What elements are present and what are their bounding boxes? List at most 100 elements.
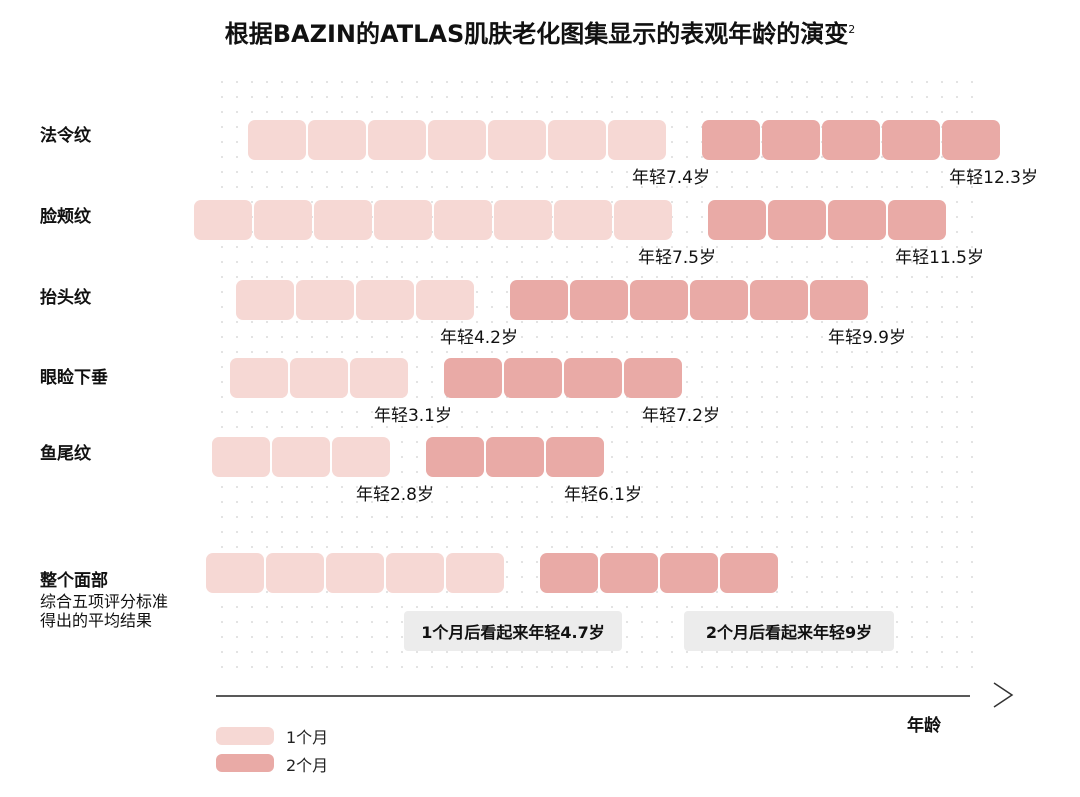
bar-segment-one-month xyxy=(356,280,414,320)
grid-dot xyxy=(791,381,793,383)
grid-dot xyxy=(641,486,643,488)
grid-dot xyxy=(716,426,718,428)
bar-segment-one-month xyxy=(248,120,306,160)
grid-dot xyxy=(731,441,733,443)
grid-dot xyxy=(356,651,358,653)
grid-dot xyxy=(941,471,943,473)
grid-dot xyxy=(866,261,868,263)
grid-dot xyxy=(641,456,643,458)
grid-dot xyxy=(671,111,673,113)
grid-dot xyxy=(416,186,418,188)
grid-dot xyxy=(446,351,448,353)
grid-dot xyxy=(716,396,718,398)
grid-dot xyxy=(626,186,628,188)
grid-dot xyxy=(641,171,643,173)
grid-dot xyxy=(521,501,523,503)
grid-dot xyxy=(911,396,913,398)
grid-dot xyxy=(971,291,973,293)
grid-dot xyxy=(281,426,283,428)
grid-dot xyxy=(941,546,943,548)
grid-dot xyxy=(926,486,928,488)
grid-dot xyxy=(656,531,658,533)
grid-dot xyxy=(701,351,703,353)
grid-dot xyxy=(791,426,793,428)
grid-dot xyxy=(806,486,808,488)
grid-dot xyxy=(836,366,838,368)
grid-dot xyxy=(716,321,718,323)
grid-dot xyxy=(521,546,523,548)
grid-dot xyxy=(671,426,673,428)
grid-dot xyxy=(941,111,943,113)
grid-dot xyxy=(926,501,928,503)
grid-dot xyxy=(836,276,838,278)
bar-segment-two-months xyxy=(660,553,718,593)
grid-dot xyxy=(596,501,598,503)
grid-dot xyxy=(926,576,928,578)
grid-dot xyxy=(746,276,748,278)
grid-dot xyxy=(686,411,688,413)
grid-dot xyxy=(851,546,853,548)
grid-dot xyxy=(956,96,958,98)
grid-dot xyxy=(851,441,853,443)
grid-dot xyxy=(236,246,238,248)
grid-dot xyxy=(641,186,643,188)
grid-dot xyxy=(236,336,238,338)
grid-dot xyxy=(746,261,748,263)
grid-dot xyxy=(806,321,808,323)
grid-dot xyxy=(776,351,778,353)
grid-dot xyxy=(326,81,328,83)
grid-dot xyxy=(281,501,283,503)
grid-dot xyxy=(896,276,898,278)
grid-dot xyxy=(686,336,688,338)
grid-dot xyxy=(581,336,583,338)
grid-dot xyxy=(896,321,898,323)
grid-dot xyxy=(221,276,223,278)
grid-dot xyxy=(356,606,358,608)
grid-dot xyxy=(521,171,523,173)
bar-segment-one-month xyxy=(194,200,252,240)
grid-dot xyxy=(491,666,493,668)
grid-dot xyxy=(851,396,853,398)
grid-dot xyxy=(401,276,403,278)
grid-dot xyxy=(296,531,298,533)
grid-dot xyxy=(746,651,748,653)
grid-dot xyxy=(476,531,478,533)
grid-dot xyxy=(956,486,958,488)
grid-dot xyxy=(941,561,943,563)
grid-dot xyxy=(236,486,238,488)
grid-dot xyxy=(281,666,283,668)
grid-dot xyxy=(566,606,568,608)
grid-dot xyxy=(611,261,613,263)
grid-dot xyxy=(716,411,718,413)
grid-dot xyxy=(356,426,358,428)
grid-dot xyxy=(656,606,658,608)
grid-dot xyxy=(581,651,583,653)
grid-dot xyxy=(506,591,508,593)
grid-dot xyxy=(431,396,433,398)
grid-dot xyxy=(806,441,808,443)
grid-dot xyxy=(656,186,658,188)
grid-dot xyxy=(476,651,478,653)
grid-dot xyxy=(476,306,478,308)
grid-dot xyxy=(926,336,928,338)
bar-segment-one-month xyxy=(428,120,486,160)
grid-dot xyxy=(356,171,358,173)
grid-dot xyxy=(911,426,913,428)
grid-dot xyxy=(761,351,763,353)
grid-dot xyxy=(641,351,643,353)
grid-dot xyxy=(446,276,448,278)
grid-dot xyxy=(701,81,703,83)
grid-dot xyxy=(521,351,523,353)
grid-dot xyxy=(281,546,283,548)
grid-dot xyxy=(851,321,853,323)
grid-dot xyxy=(881,171,883,173)
bars-layer xyxy=(194,120,1000,593)
grid-dot xyxy=(611,651,613,653)
grid-dot xyxy=(866,666,868,668)
grid-dot xyxy=(701,501,703,503)
grid-dot xyxy=(716,336,718,338)
grid-dot xyxy=(461,606,463,608)
grid-dot xyxy=(626,636,628,638)
grid-dot xyxy=(581,351,583,353)
grid-dot xyxy=(656,261,658,263)
